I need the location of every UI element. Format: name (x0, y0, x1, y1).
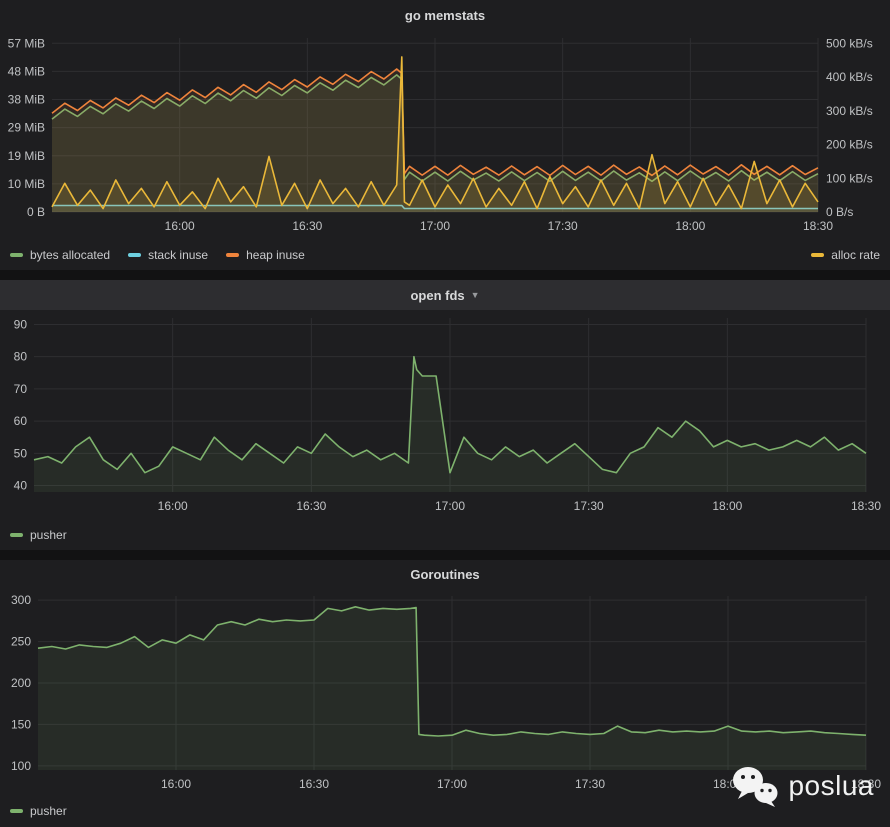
legend-group-left: bytes allocated stack inuse heap inuse (10, 248, 323, 262)
panel-title-goroutines[interactable]: Goroutines (410, 566, 480, 582)
y-axis-left-tick-label: 48 MiB (8, 64, 45, 78)
y-axis-left-tick-label: 150 (11, 717, 31, 731)
y-axis-left-tick-label: 90 (14, 317, 28, 331)
chevron-down-icon[interactable]: ▼ (470, 289, 480, 300)
series-line (51, 68, 819, 177)
go-memstats-chart-area[interactable]: 0 B 10 MiB 19 MiB 29 MiB 38 MiB 48 MiB 57 MiB 0… (0, 30, 890, 242)
panel-go-memstats-header: go memstats (0, 0, 890, 30)
series-area (38, 606, 866, 770)
series-line (37, 606, 867, 737)
legend-item-pusher[interactable]: pusher (10, 528, 67, 542)
y-axis-right-tick-label: 100 kB/s (826, 171, 873, 185)
x-axis-tick-label: 18:00 (712, 499, 742, 513)
legend-label-stack-inuse: stack inuse (148, 248, 209, 262)
goroutines-legend: pusher (0, 798, 890, 824)
x-axis-tick-label: 17:00 (420, 219, 450, 233)
legend-item-stack-inuse[interactable]: stack inuse (128, 248, 208, 262)
go-memstats-chart[interactable]: 0 B 10 MiB 19 MiB 29 MiB 38 MiB 48 MiB 57 MiB 0… (0, 30, 890, 242)
x-axis-tick-label: 18:00 (675, 219, 705, 233)
legend-swatch-pusher (10, 533, 23, 537)
y-axis-right-tick-label: 400 kB/s (826, 70, 873, 84)
y-axis-left-tick-label: 38 MiB (8, 93, 45, 107)
legend-item-alloc-rate[interactable]: alloc rate (811, 248, 880, 262)
legend-swatch-pusher (10, 809, 23, 813)
legend-swatch-heap-inuse (226, 253, 240, 257)
legend-swatch-alloc-rate (811, 253, 825, 257)
y-axis-right-tick-label: 300 kB/s (826, 104, 873, 118)
x-axis-tick-label: 17:00 (435, 499, 465, 513)
y-axis-right-tick-label: 200 kB/s (826, 138, 873, 152)
y-axis-left-tick-label: 200 (11, 676, 31, 690)
y-axis-left-tick-label: 100 (11, 759, 31, 773)
x-axis-tick-label: 16:30 (299, 777, 329, 791)
y-axis-left-tick-label: 40 (14, 479, 28, 493)
legend-label-pusher: pusher (30, 804, 67, 818)
series-area (34, 356, 866, 492)
y-axis-right-tick-label: 500 kB/s (826, 36, 873, 50)
x-axis-tick-label: 16:30 (292, 219, 322, 233)
y-axis-left-tick-label: 50 (14, 446, 28, 460)
panel-title-go-memstats[interactable]: go memstats (404, 7, 486, 23)
panel-open-fds-header: open fds ▼ (0, 280, 890, 310)
x-axis-tick-label: 16:00 (161, 777, 191, 791)
legend-item-heap-inuse[interactable]: heap inuse (226, 248, 305, 262)
y-axis-left-tick-label: 60 (14, 414, 28, 428)
x-axis-tick-label: 17:30 (548, 219, 578, 233)
y-axis-left-tick-label: 300 (11, 593, 31, 607)
legend-group-left: pusher (10, 528, 85, 542)
legend-label-alloc-rate: alloc rate (831, 248, 880, 262)
series-area (52, 74, 818, 213)
panel-goroutines-header: Goroutines (0, 560, 890, 588)
y-axis-left-tick-label: 80 (14, 350, 28, 364)
legend-label-heap-inuse: heap inuse (246, 248, 305, 262)
x-axis-tick-label: 18:30 (851, 777, 881, 791)
x-axis-tick-label: 17:30 (575, 777, 605, 791)
x-axis-tick-label: 17:00 (437, 777, 467, 791)
y-axis-left-tick-label: 70 (14, 382, 28, 396)
legend-swatch-stack-inuse (128, 253, 142, 257)
x-axis-tick-label: 16:00 (158, 499, 188, 513)
open-fds-legend: pusher (0, 522, 890, 548)
legend-label-bytes-allocated: bytes allocated (30, 248, 111, 262)
watermark-text: poslua (788, 770, 874, 801)
y-axis-left-tick-label: 250 (11, 635, 31, 649)
y-axis-left-tick-label: 0 B (27, 205, 45, 219)
open-fds-chart[interactable]: 40 50 60 70 80 90 16:00 16:30 17:00 17:30 18:00 18:… (0, 310, 890, 522)
y-axis-left-tick-label: 19 MiB (8, 149, 45, 163)
series-line (52, 204, 818, 210)
legend-group-right: alloc rate (811, 248, 880, 262)
legend-item-bytes-allocated[interactable]: bytes allocated (10, 248, 110, 262)
series-line (51, 56, 819, 210)
x-axis-tick-label: 16:30 (296, 499, 326, 513)
panel-title-open-fds[interactable]: open fds (410, 287, 465, 303)
legend-item-pusher[interactable]: pusher (10, 804, 67, 818)
open-fds-chart-area[interactable]: 40 50 60 70 80 90 16:00 16:30 17:00 17:30 18:00 18:… (0, 310, 890, 522)
panel-go-memstats: go memstats 0 B 10 MiB 19 MiB 29 MiB 38 MiB 4… (0, 0, 890, 270)
y-axis-left-tick-label: 29 MiB (8, 121, 45, 135)
y-axis-right-tick-label: 0 B/s (826, 205, 853, 219)
x-axis-tick-label: 16:00 (165, 219, 195, 233)
poslua-watermark: poslua (731, 765, 874, 807)
go-memstats-legend: bytes allocated stack inuse heap inuse a… (0, 242, 890, 268)
y-axis-left-tick-label: 57 MiB (8, 36, 45, 50)
legend-swatch-bytes-allocated (10, 253, 23, 257)
y-axis-left-tick-label: 10 MiB (8, 177, 45, 191)
goroutines-chart-area[interactable]: 100 150 200 250 300 16:00 16:30 17:00 17:30 18:00… (0, 588, 890, 798)
panel-open-fds: open fds ▼ 40 50 60 70 80 90 16:00 16:30 17:00 17… (0, 280, 890, 550)
wechat-icon (733, 767, 778, 807)
x-axis-tick-label: 17:30 (574, 499, 604, 513)
series-line (33, 355, 867, 474)
series-area (52, 69, 818, 212)
x-axis-tick-label: 18:30 (803, 219, 833, 233)
legend-group-left: pusher (10, 804, 85, 818)
x-axis-tick-label: 18:30 (851, 499, 881, 513)
legend-label-pusher: pusher (30, 528, 67, 542)
